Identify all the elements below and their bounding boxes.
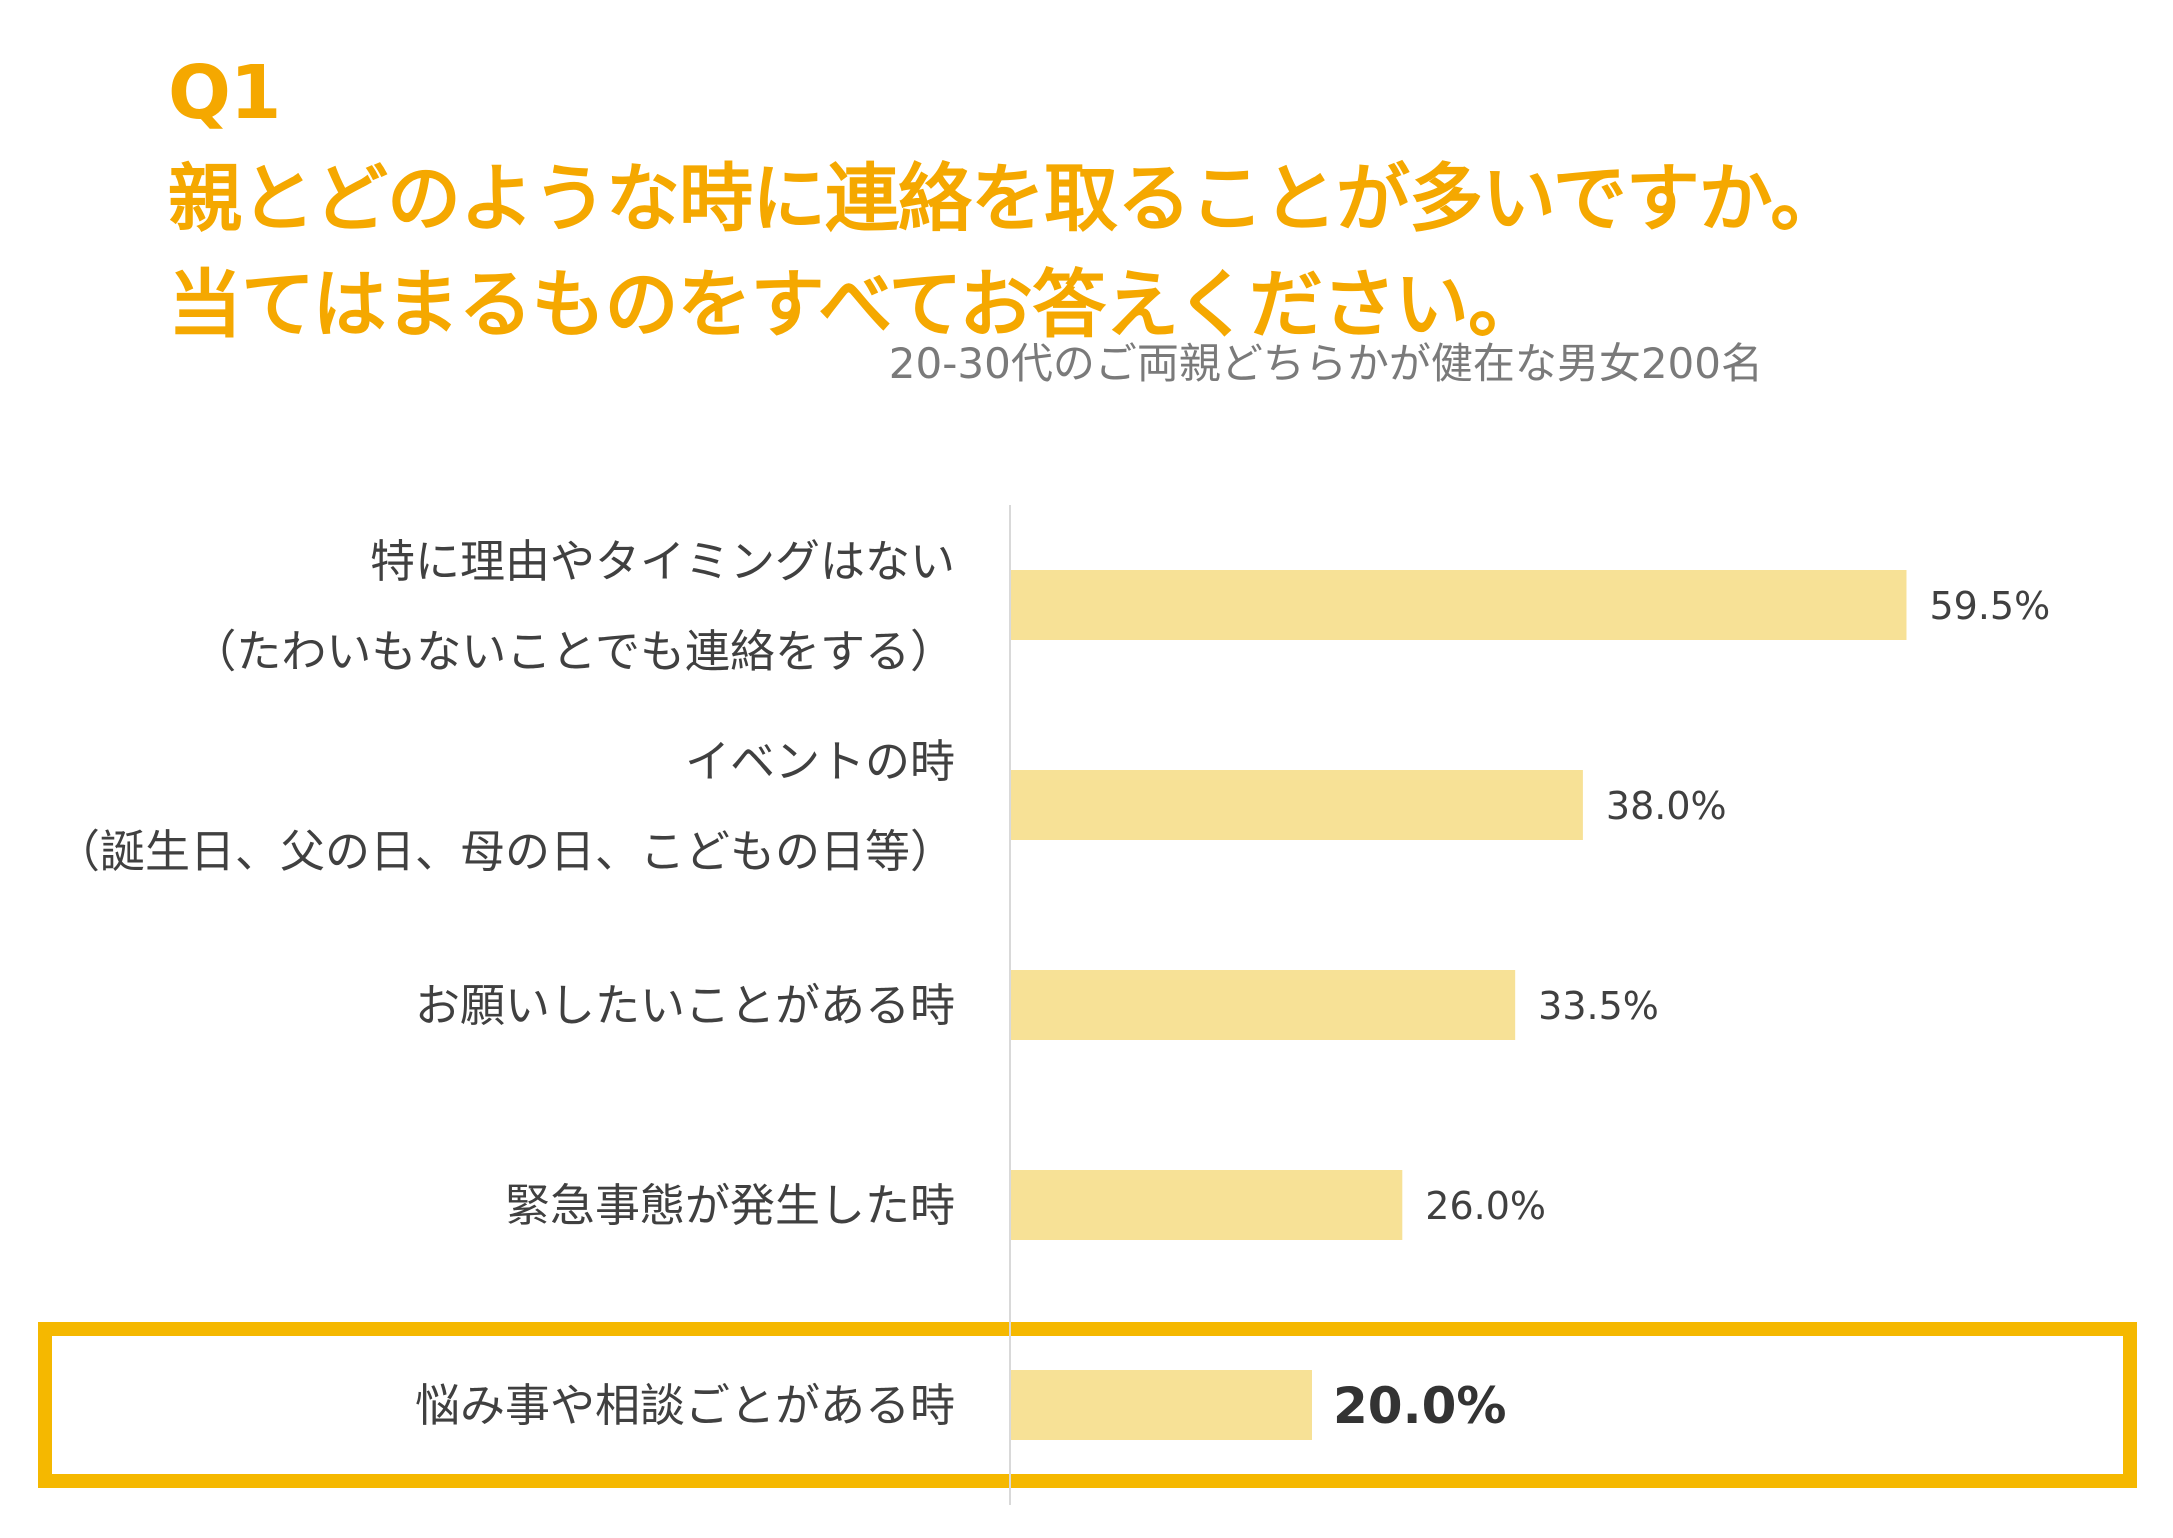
bar-3 bbox=[1011, 970, 1516, 1040]
highlight-frame bbox=[38, 1322, 2137, 1488]
bar-4 bbox=[1011, 1170, 1403, 1240]
value-label-5: 20.0% bbox=[1333, 1377, 1506, 1435]
value-label-4: 26.0% bbox=[1425, 1184, 1546, 1228]
value-label-1: 59.5% bbox=[1929, 584, 2050, 628]
category-label-2-line-1: イベントの時 bbox=[685, 735, 955, 788]
bar-5 bbox=[1011, 1370, 1312, 1440]
category-label-5: 悩み事や相談ごとがある時 bbox=[415, 1379, 955, 1432]
category-label-1-line-1: 特に理由やタイミングはない bbox=[370, 535, 955, 588]
value-label-2: 38.0% bbox=[1606, 784, 1727, 828]
category-label-1-line-2: （たわいもないことでも連絡をする） bbox=[191, 625, 955, 678]
respondent-note: 20-30代のご両親どちらかが健在な男女200名 bbox=[888, 339, 1763, 388]
value-label-3: 33.5% bbox=[1538, 984, 1659, 1028]
bar-1 bbox=[1011, 570, 1907, 640]
bar-2 bbox=[1011, 770, 1583, 840]
question-text-line-1: 親とどのような時に連絡を取ることが多いですか。 bbox=[168, 156, 1844, 242]
question-text-line-2: 当てはまるものをすべてお答えください。 bbox=[168, 262, 1542, 348]
question-number: Q1 bbox=[168, 50, 281, 136]
category-label-3: お願いしたいことがある時 bbox=[415, 979, 955, 1032]
category-label-2-line-2: （誕生日、父の日、母の日、こどもの日等） bbox=[55, 825, 955, 878]
chart-title: Q1 親とどのような時に連絡を取ることが多いですか。 当てはまるものをすべてお答… bbox=[168, 40, 1844, 358]
category-label-4: 緊急事態が発生した時 bbox=[505, 1179, 955, 1232]
